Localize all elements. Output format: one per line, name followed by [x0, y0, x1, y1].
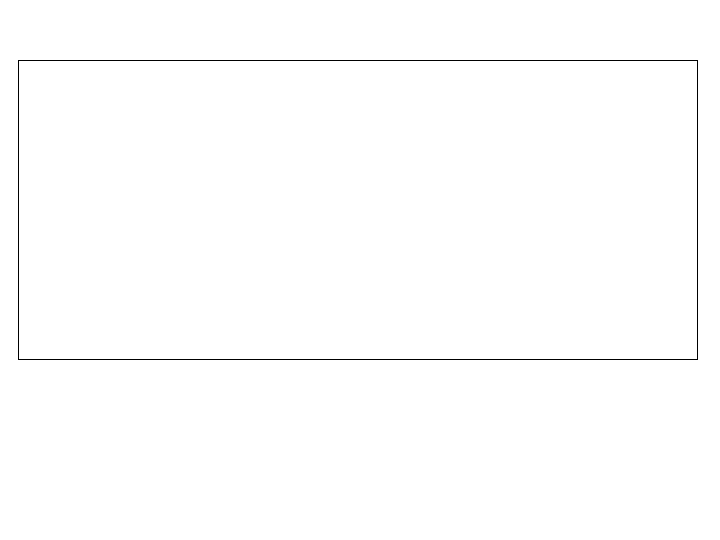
- figure-box: [18, 60, 698, 360]
